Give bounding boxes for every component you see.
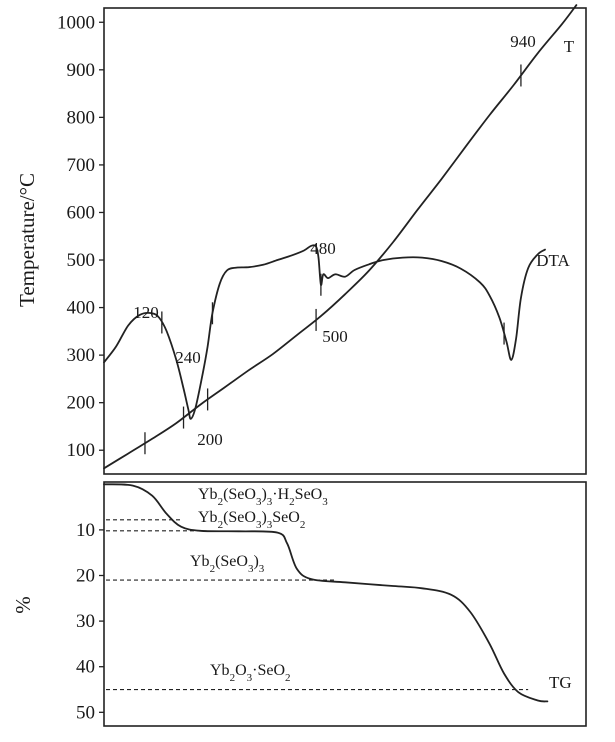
bottom-y-axis-title: % bbox=[11, 596, 35, 614]
label-tg: TG bbox=[549, 673, 572, 692]
compound-label-3: Yb2(SeO3)3 bbox=[190, 553, 265, 575]
bottom-y-tick-label: 40 bbox=[76, 657, 95, 678]
ann-940: 940 bbox=[510, 32, 536, 51]
bottom-y-ticks: 10 20 30 40 50 bbox=[76, 520, 104, 723]
top-y-axis-title: Temperature/°C bbox=[15, 173, 39, 307]
top-y-tick-label: 1000 bbox=[57, 12, 95, 33]
top-y-tick-label: 800 bbox=[67, 107, 96, 128]
temperature-curve bbox=[103, 4, 578, 470]
bottom-y-tick-label: 10 bbox=[76, 520, 95, 541]
bottom-y-tick-label: 20 bbox=[76, 565, 95, 586]
top-panel: 100 200 300 400 500 600 700 800 900 1000 Temperat… bbox=[15, 4, 587, 475]
top-y-tick-label: 100 bbox=[67, 440, 96, 461]
top-y-tick-label: 900 bbox=[67, 60, 96, 81]
top-plot-frame bbox=[103, 7, 587, 475]
dta-curve bbox=[103, 244, 546, 420]
compound-label-4: Yb2O3·SeO2 bbox=[210, 662, 291, 684]
tg-curve bbox=[103, 483, 549, 703]
bottom-plot-frame bbox=[103, 481, 587, 727]
top-y-ticks: 100 200 300 400 500 600 700 800 900 1000 bbox=[57, 12, 104, 461]
top-event-marks bbox=[144, 64, 522, 455]
top-y-tick-label: 700 bbox=[67, 155, 96, 176]
label-t: T bbox=[564, 37, 575, 56]
bottom-y-tick-label: 30 bbox=[76, 611, 95, 632]
top-y-tick-label: 600 bbox=[67, 202, 96, 223]
ann-480: 480 bbox=[310, 239, 336, 258]
top-y-tick-label: 200 bbox=[67, 393, 96, 414]
ann-200: 200 bbox=[197, 430, 223, 449]
compound-label-2: Yb2(SeO3)3SeO2 bbox=[198, 509, 305, 531]
bottom-panel: 10 20 30 40 50 % Yb2(SeO3)3·H2SeO3 Yb2(SeO3)… bbox=[11, 481, 587, 727]
ann-240: 240 bbox=[175, 348, 201, 367]
ann-120: 120 bbox=[133, 303, 159, 322]
bottom-y-tick-label: 50 bbox=[76, 702, 95, 723]
top-y-tick-label: 400 bbox=[67, 298, 96, 319]
mass-loss-levels bbox=[106, 519, 529, 691]
top-y-tick-label: 300 bbox=[67, 345, 96, 366]
label-dta: DTA bbox=[536, 251, 570, 270]
ann-500: 500 bbox=[322, 327, 348, 346]
top-y-tick-label: 500 bbox=[67, 250, 96, 271]
compound-label-1: Yb2(SeO3)3·H2SeO3 bbox=[198, 486, 328, 508]
